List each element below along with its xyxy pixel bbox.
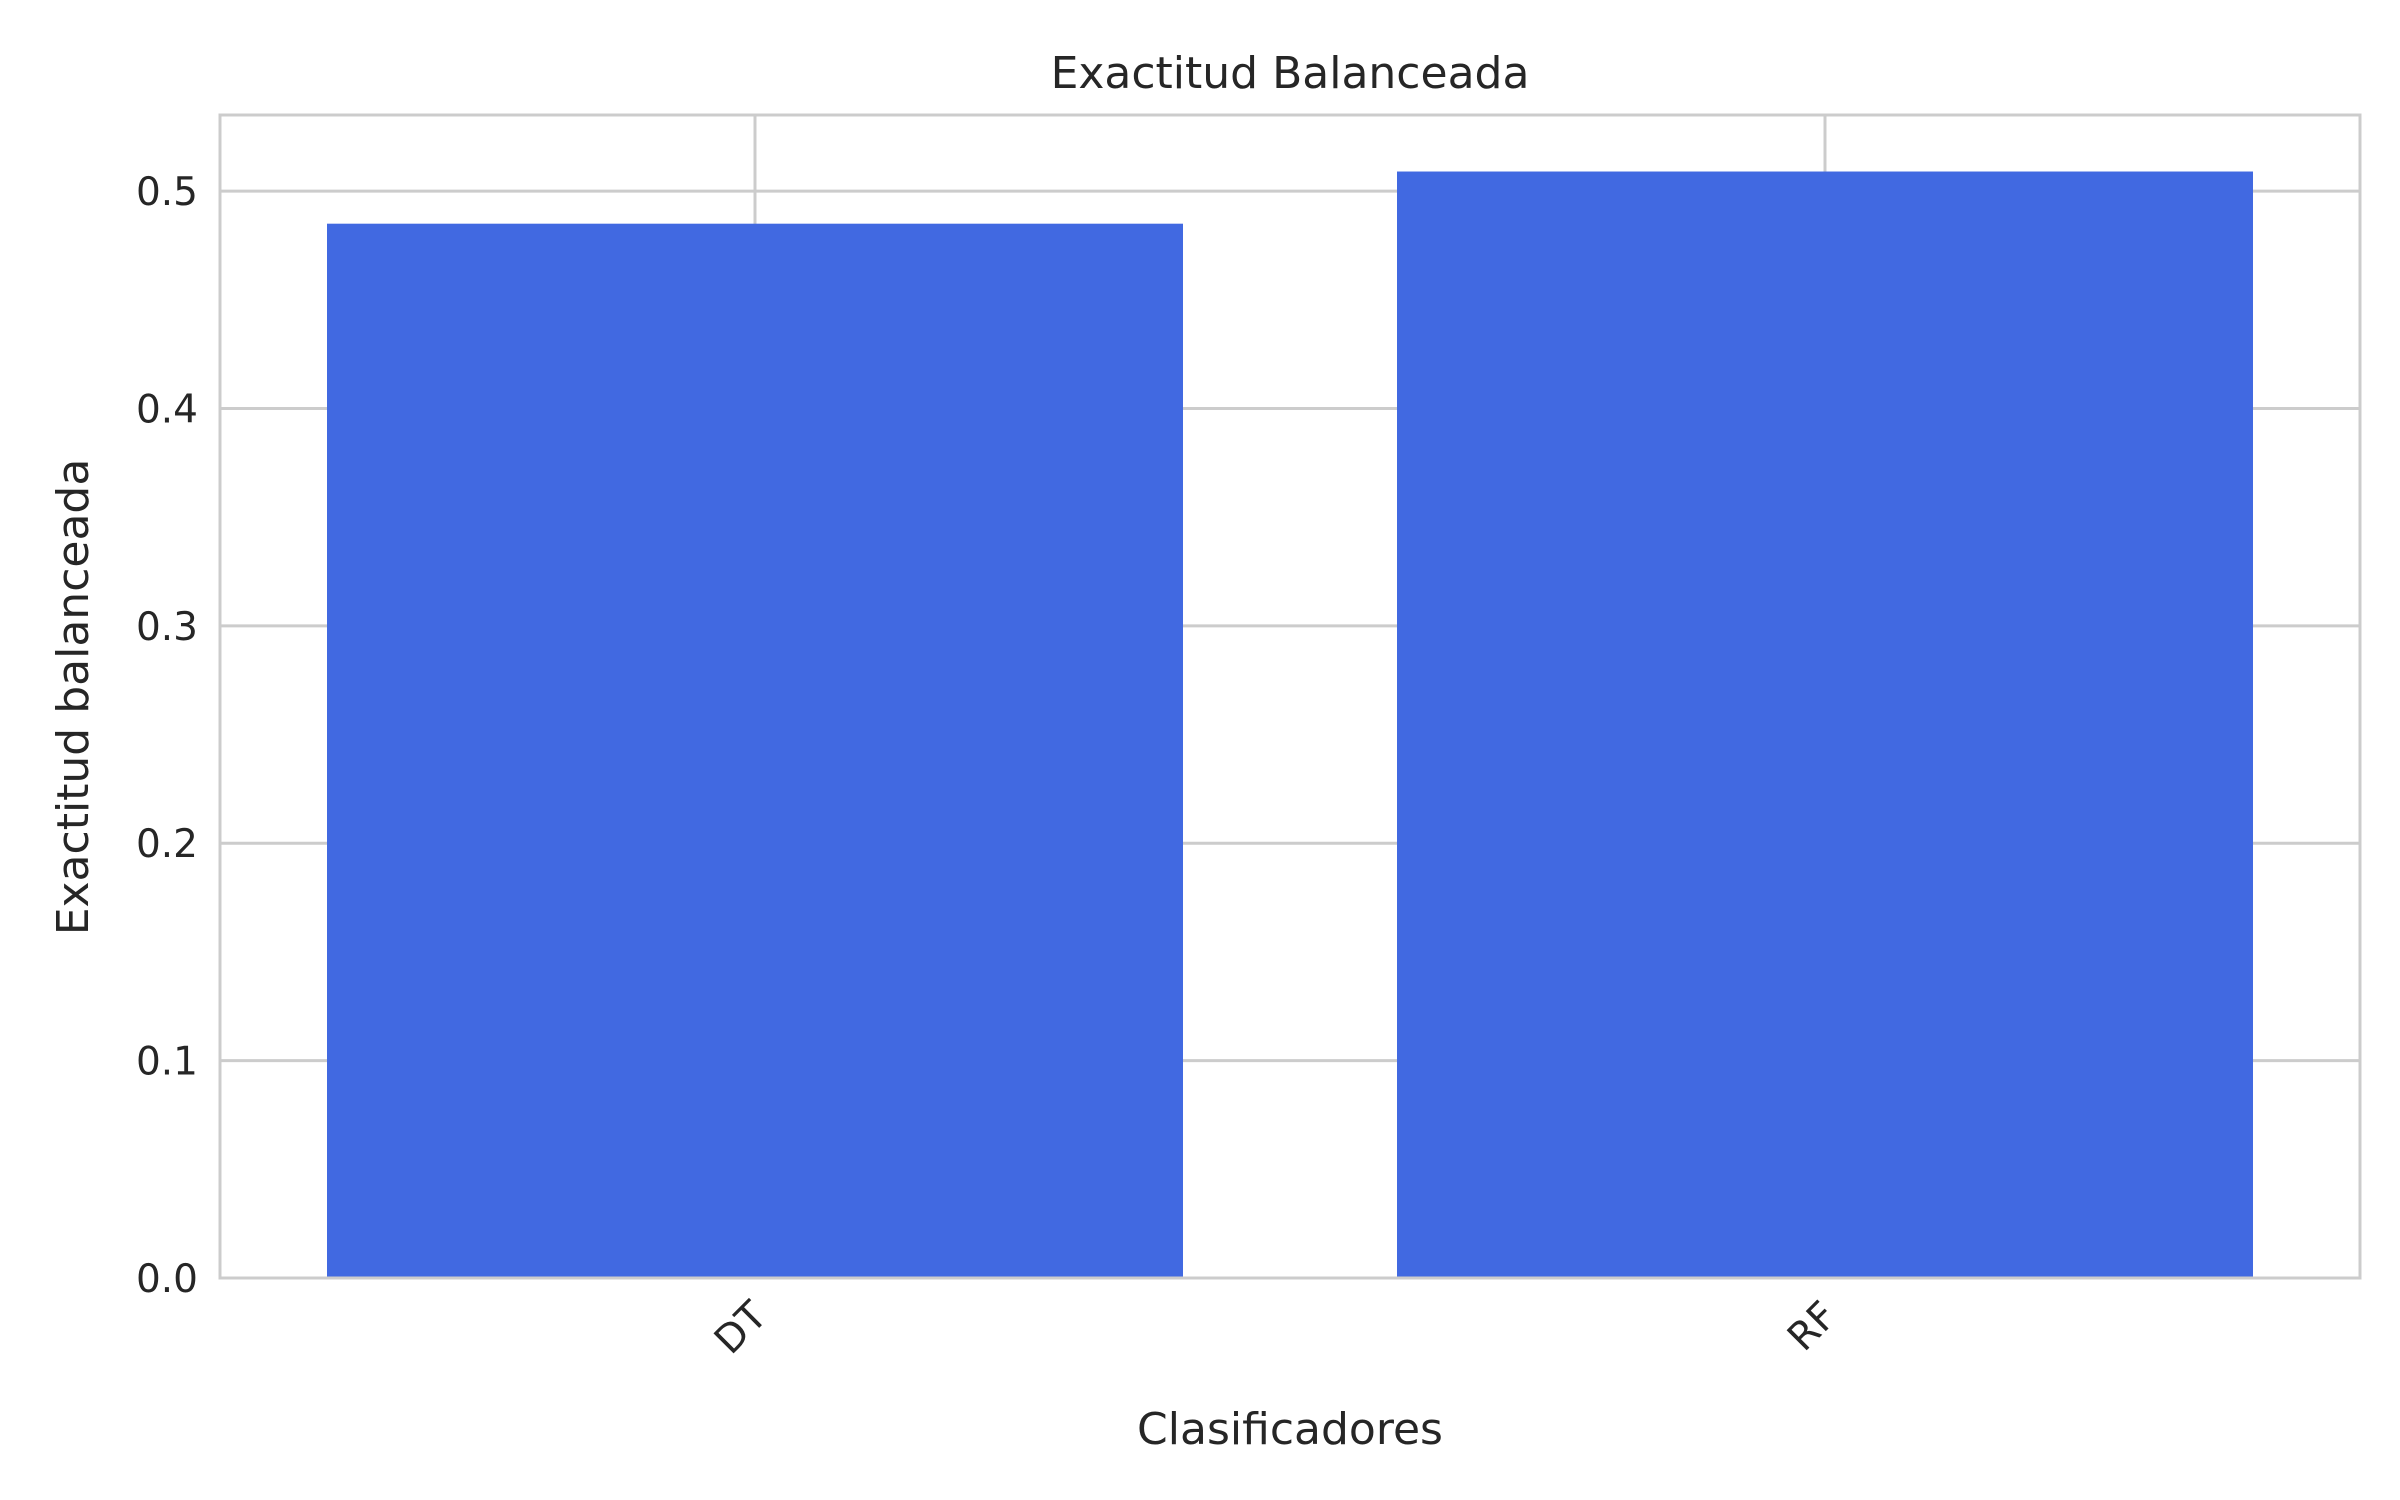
y-tick-label: 0.3 [136,605,198,650]
bars [327,171,2253,1278]
y-tick-label: 0.4 [136,387,198,432]
y-tick-label: 0.2 [136,822,198,867]
y-tick-label: 0.0 [136,1257,198,1302]
chart-title: Exactitud Balanceada [1051,48,1530,99]
y-axis-label: Exactitud balanceada [48,459,99,936]
x-axis-label: Clasificadores [1137,1404,1443,1455]
y-tick-label: 0.5 [136,170,198,215]
bar-dt [327,223,1183,1278]
y-tick-label: 0.1 [136,1040,198,1085]
bar-rf [1397,171,2253,1278]
y-axis-ticks: 0.0 0.1 0.2 0.3 0.4 0.5 [136,170,198,1302]
plot-frame [218,113,2362,1280]
